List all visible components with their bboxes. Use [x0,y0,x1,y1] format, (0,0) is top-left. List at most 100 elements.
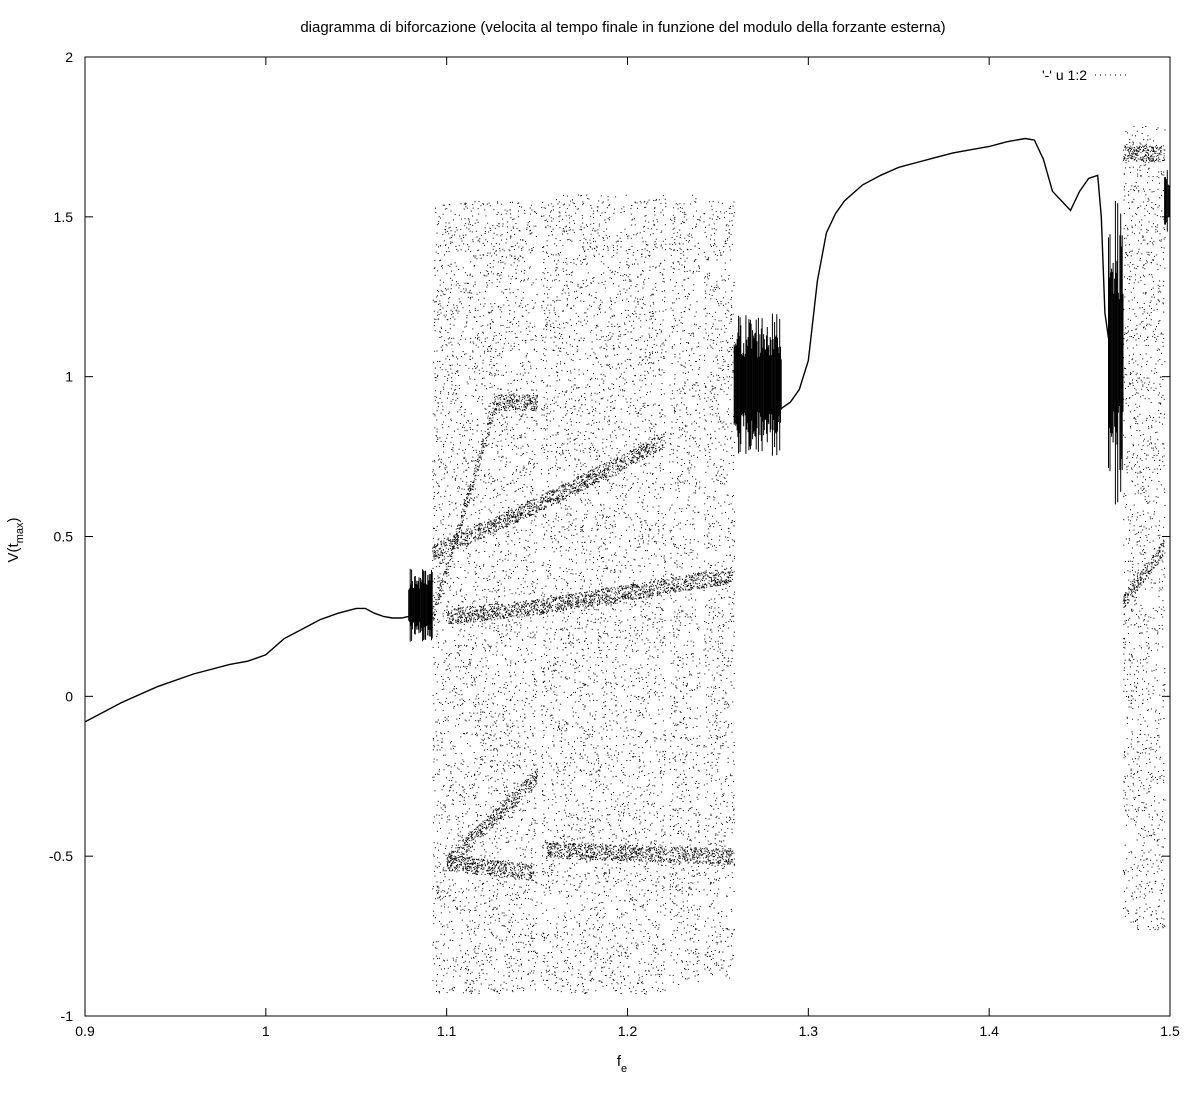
data-point [508,976,510,977]
data-point [448,765,450,766]
data-point [511,887,513,889]
data-point [488,905,490,907]
data-point [470,497,472,499]
data-point [660,497,662,499]
data-point [641,667,643,669]
data-point [593,747,595,749]
data-point [664,523,666,525]
data-point [535,516,537,518]
data-point [463,619,465,621]
data-point [455,815,457,817]
data-point [528,312,530,314]
data-point [598,762,599,764]
data-point [520,624,522,626]
data-point [561,671,563,673]
data-point [496,889,498,891]
data-point [452,748,454,750]
data-point [560,950,562,952]
data-point [457,835,459,837]
data-point [657,511,659,512]
data-point [651,318,652,320]
data-point [440,392,441,394]
data-point [523,465,525,467]
data-point [457,491,459,493]
data-point [541,656,543,658]
data-point [444,754,446,756]
data-point [476,820,477,822]
data-point [532,410,534,411]
data-point [523,658,525,660]
data-point [515,490,517,492]
data-point [524,856,526,858]
data-point [528,462,530,464]
data-point [517,258,519,260]
data-point [469,221,470,223]
data-point [613,980,615,981]
data-point [622,630,624,632]
data-point [474,265,476,267]
data-point [445,527,447,529]
data-point [437,621,439,623]
data-point [460,229,462,231]
data-point [524,809,526,811]
data-point [534,325,536,327]
data-point [521,619,522,621]
data-point [454,987,455,989]
data-point [469,273,471,275]
data-point [617,754,619,756]
data-point [486,578,488,580]
data-point [459,630,461,632]
data-point [587,822,589,824]
data-point [492,739,494,741]
data-point [541,380,543,382]
data-point [447,556,449,557]
data-point [455,691,457,693]
data-point [463,699,464,701]
data-point [533,393,534,395]
data-point [523,368,525,370]
data-point [664,544,666,546]
data-point [558,891,560,892]
data-point [657,564,659,566]
data-point [484,855,486,857]
data-point [458,653,460,655]
data-point [626,381,628,383]
data-point [474,887,476,889]
data-point [470,941,472,942]
data-point [508,931,510,933]
data-point [530,791,532,793]
data-point [485,482,487,484]
data-point [574,291,576,293]
data-point [600,261,602,263]
data-point [543,427,545,429]
data-point [529,233,531,235]
data-point [657,911,658,913]
data-point [473,607,475,609]
data-point [500,440,502,442]
data-point [623,978,625,980]
data-point [486,286,488,288]
data-point [596,914,598,916]
data-point [610,605,612,607]
data-point [516,897,517,899]
data-point [484,622,486,624]
data-point [596,206,598,208]
data-point [453,688,455,690]
data-point [507,396,509,398]
data-point [468,219,470,221]
data-point [488,405,490,407]
data-point [464,905,466,907]
data-point [586,861,588,863]
data-point [478,697,480,699]
data-point [434,396,436,397]
data-point [458,448,460,450]
data-point [483,596,485,598]
data-point [528,445,529,447]
data-point [434,373,436,375]
data-point [565,805,567,807]
data-point [516,566,518,568]
data-point [559,323,560,325]
data-point [494,733,496,735]
data-point [480,501,482,503]
data-point [485,437,487,439]
